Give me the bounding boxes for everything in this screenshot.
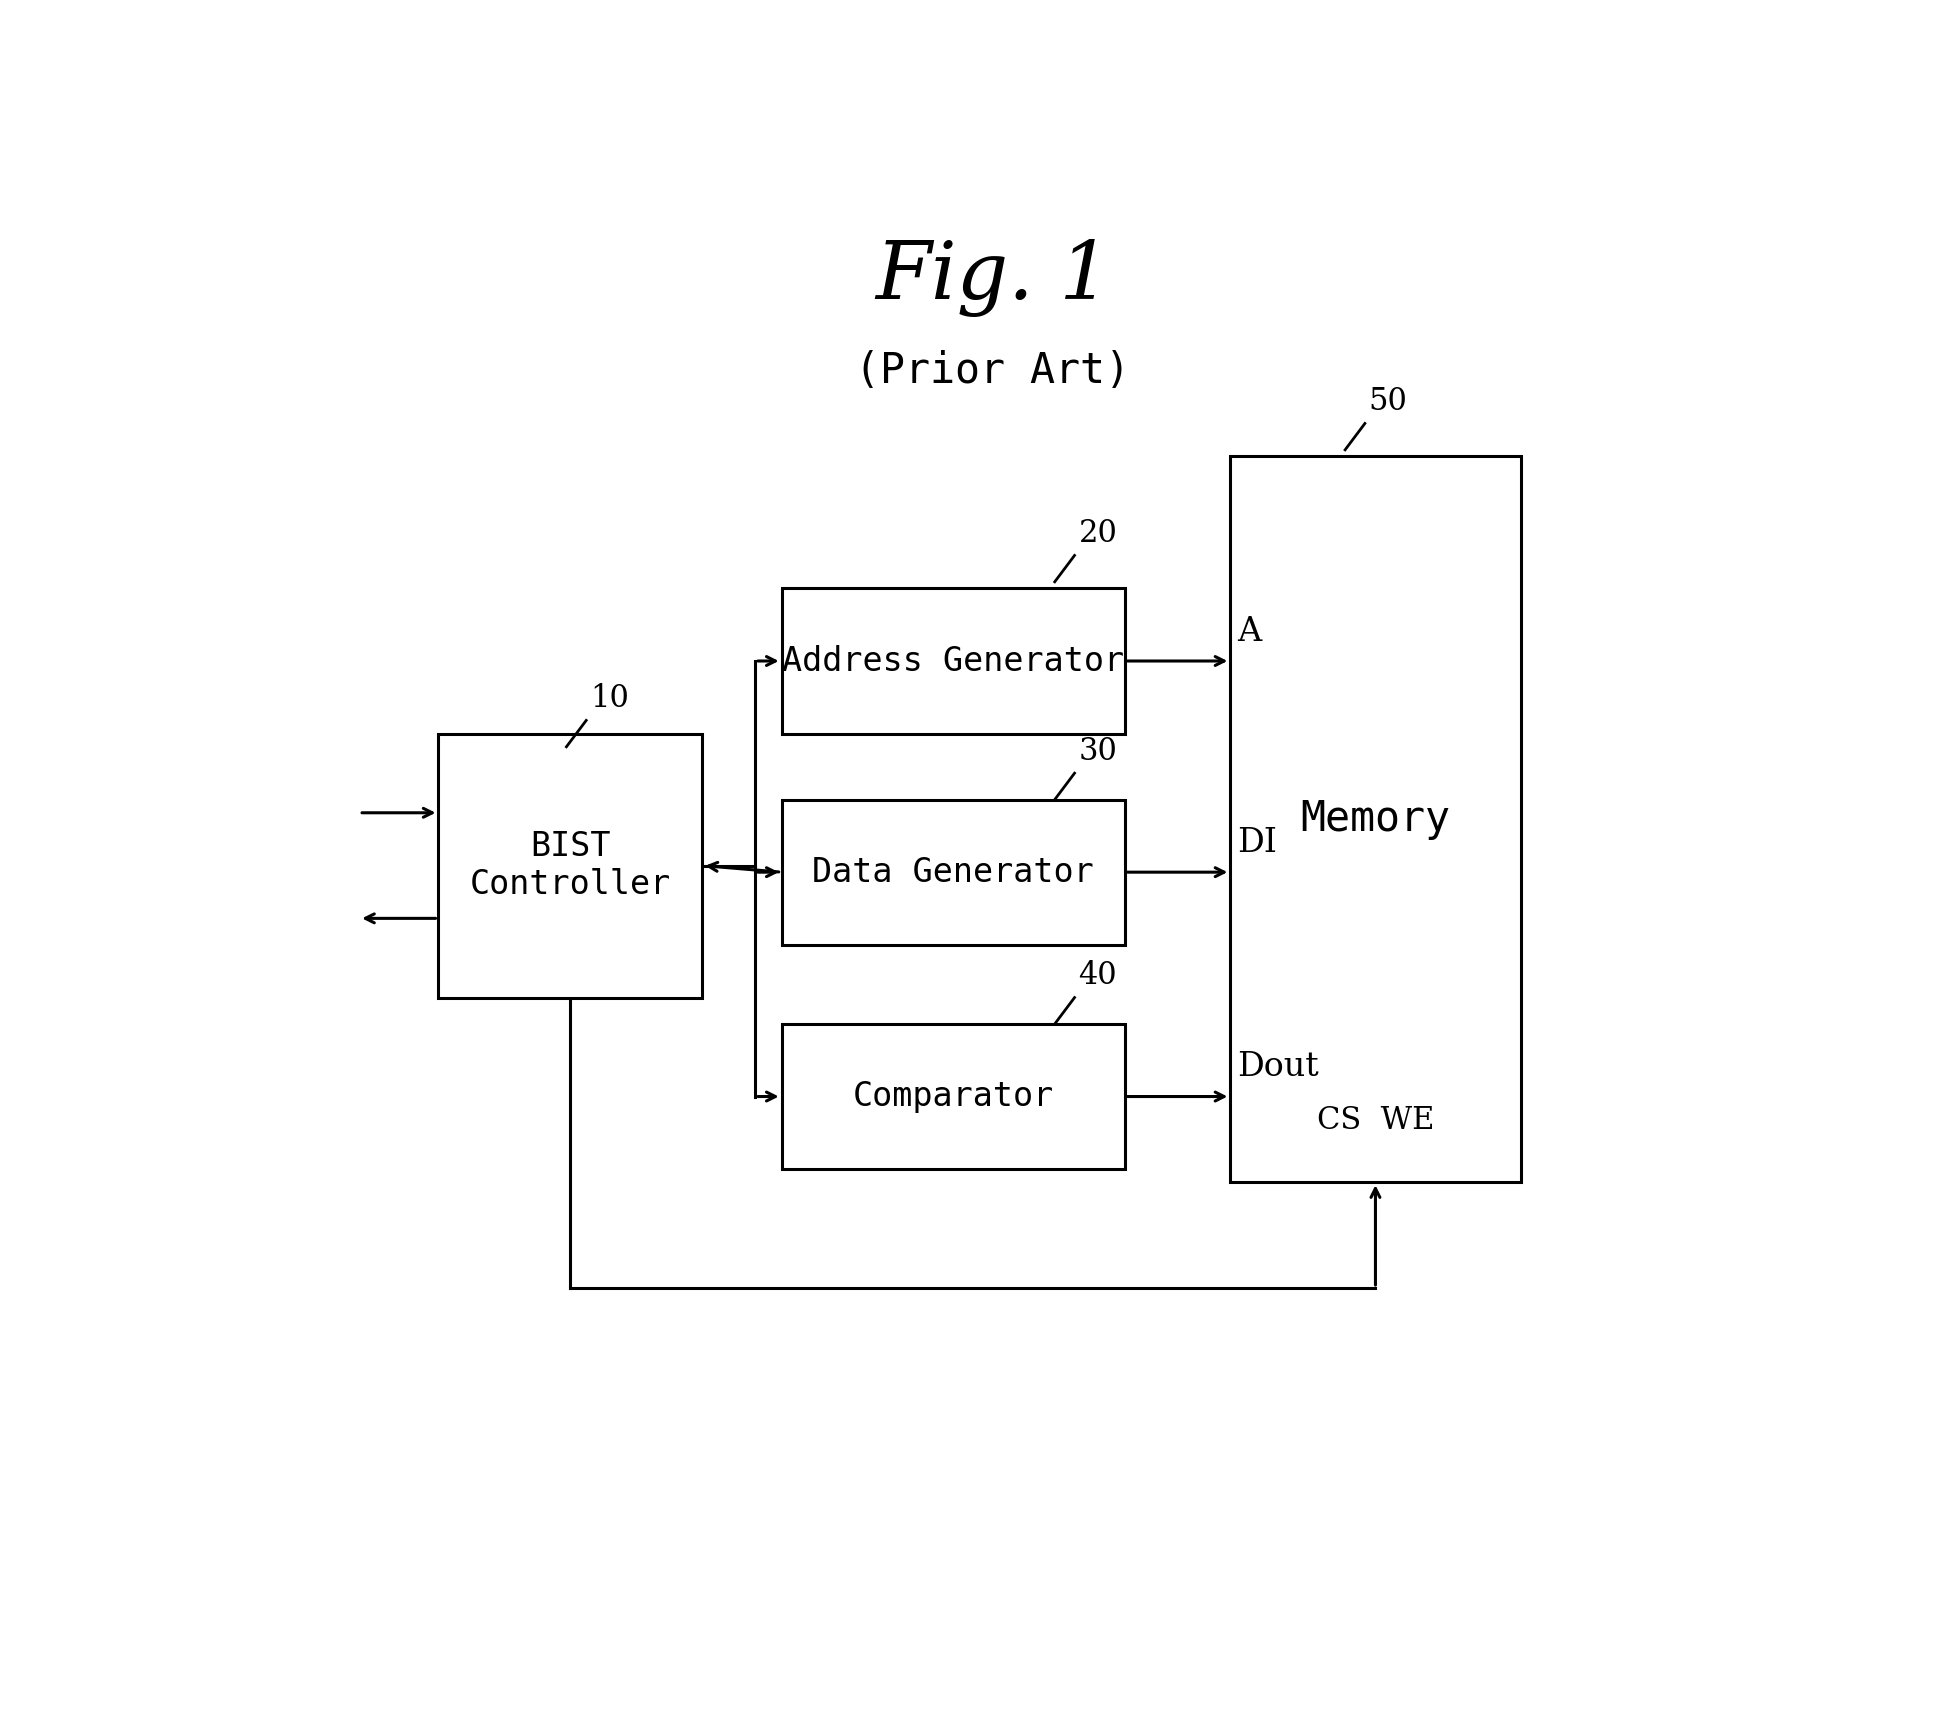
Text: CS  WE: CS WE — [1317, 1106, 1433, 1136]
Text: 40: 40 — [1079, 960, 1118, 991]
Bar — [438, 734, 703, 998]
Text: BIST
Controller: BIST Controller — [471, 830, 670, 902]
Text: Comparator: Comparator — [852, 1080, 1054, 1112]
Text: 50: 50 — [1369, 386, 1408, 417]
Text: A: A — [1238, 615, 1261, 648]
Text: 30: 30 — [1079, 735, 1118, 766]
Text: 10: 10 — [591, 682, 630, 713]
Bar — [781, 588, 1125, 734]
Text: Fig. 1: Fig. 1 — [876, 240, 1110, 317]
Bar — [1230, 456, 1521, 1183]
Text: Address Generator: Address Generator — [783, 644, 1123, 677]
Text: Dout: Dout — [1238, 1051, 1319, 1083]
Text: 20: 20 — [1079, 518, 1118, 548]
Bar — [781, 1023, 1125, 1169]
Text: Data Generator: Data Generator — [812, 855, 1094, 888]
Text: (Prior Art): (Prior Art) — [856, 350, 1129, 393]
Text: DI: DI — [1238, 826, 1276, 859]
Text: Memory: Memory — [1300, 799, 1451, 840]
Bar — [781, 799, 1125, 944]
